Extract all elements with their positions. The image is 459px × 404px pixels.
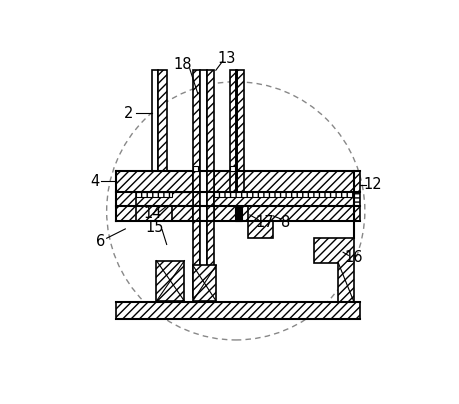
Polygon shape — [213, 206, 359, 221]
Polygon shape — [237, 70, 243, 191]
Polygon shape — [313, 238, 353, 302]
Polygon shape — [116, 206, 192, 221]
Bar — [213, 221, 313, 302]
Polygon shape — [213, 191, 353, 238]
Polygon shape — [116, 191, 192, 206]
Polygon shape — [229, 70, 235, 191]
Polygon shape — [192, 166, 198, 171]
Polygon shape — [192, 70, 199, 297]
Text: 17: 17 — [254, 215, 273, 229]
Text: 12: 12 — [363, 177, 382, 192]
Text: 15: 15 — [146, 220, 164, 235]
Polygon shape — [229, 166, 235, 171]
Polygon shape — [136, 191, 192, 221]
Polygon shape — [213, 191, 359, 206]
Text: 6: 6 — [95, 234, 105, 249]
Polygon shape — [207, 70, 213, 297]
Polygon shape — [213, 191, 353, 197]
Text: 18: 18 — [173, 57, 192, 72]
Polygon shape — [151, 70, 157, 171]
Polygon shape — [192, 265, 216, 301]
Polygon shape — [116, 302, 359, 319]
Text: 8: 8 — [280, 215, 290, 229]
Text: 4: 4 — [90, 174, 100, 189]
Text: 13: 13 — [217, 51, 235, 66]
Polygon shape — [136, 191, 172, 197]
Polygon shape — [234, 207, 241, 221]
Polygon shape — [116, 171, 192, 191]
Polygon shape — [199, 70, 207, 297]
Polygon shape — [235, 70, 237, 191]
Text: 2: 2 — [123, 106, 133, 121]
Text: 14: 14 — [143, 206, 161, 221]
Polygon shape — [157, 70, 166, 171]
Polygon shape — [213, 171, 359, 191]
Polygon shape — [156, 261, 184, 301]
Text: 16: 16 — [344, 250, 363, 265]
